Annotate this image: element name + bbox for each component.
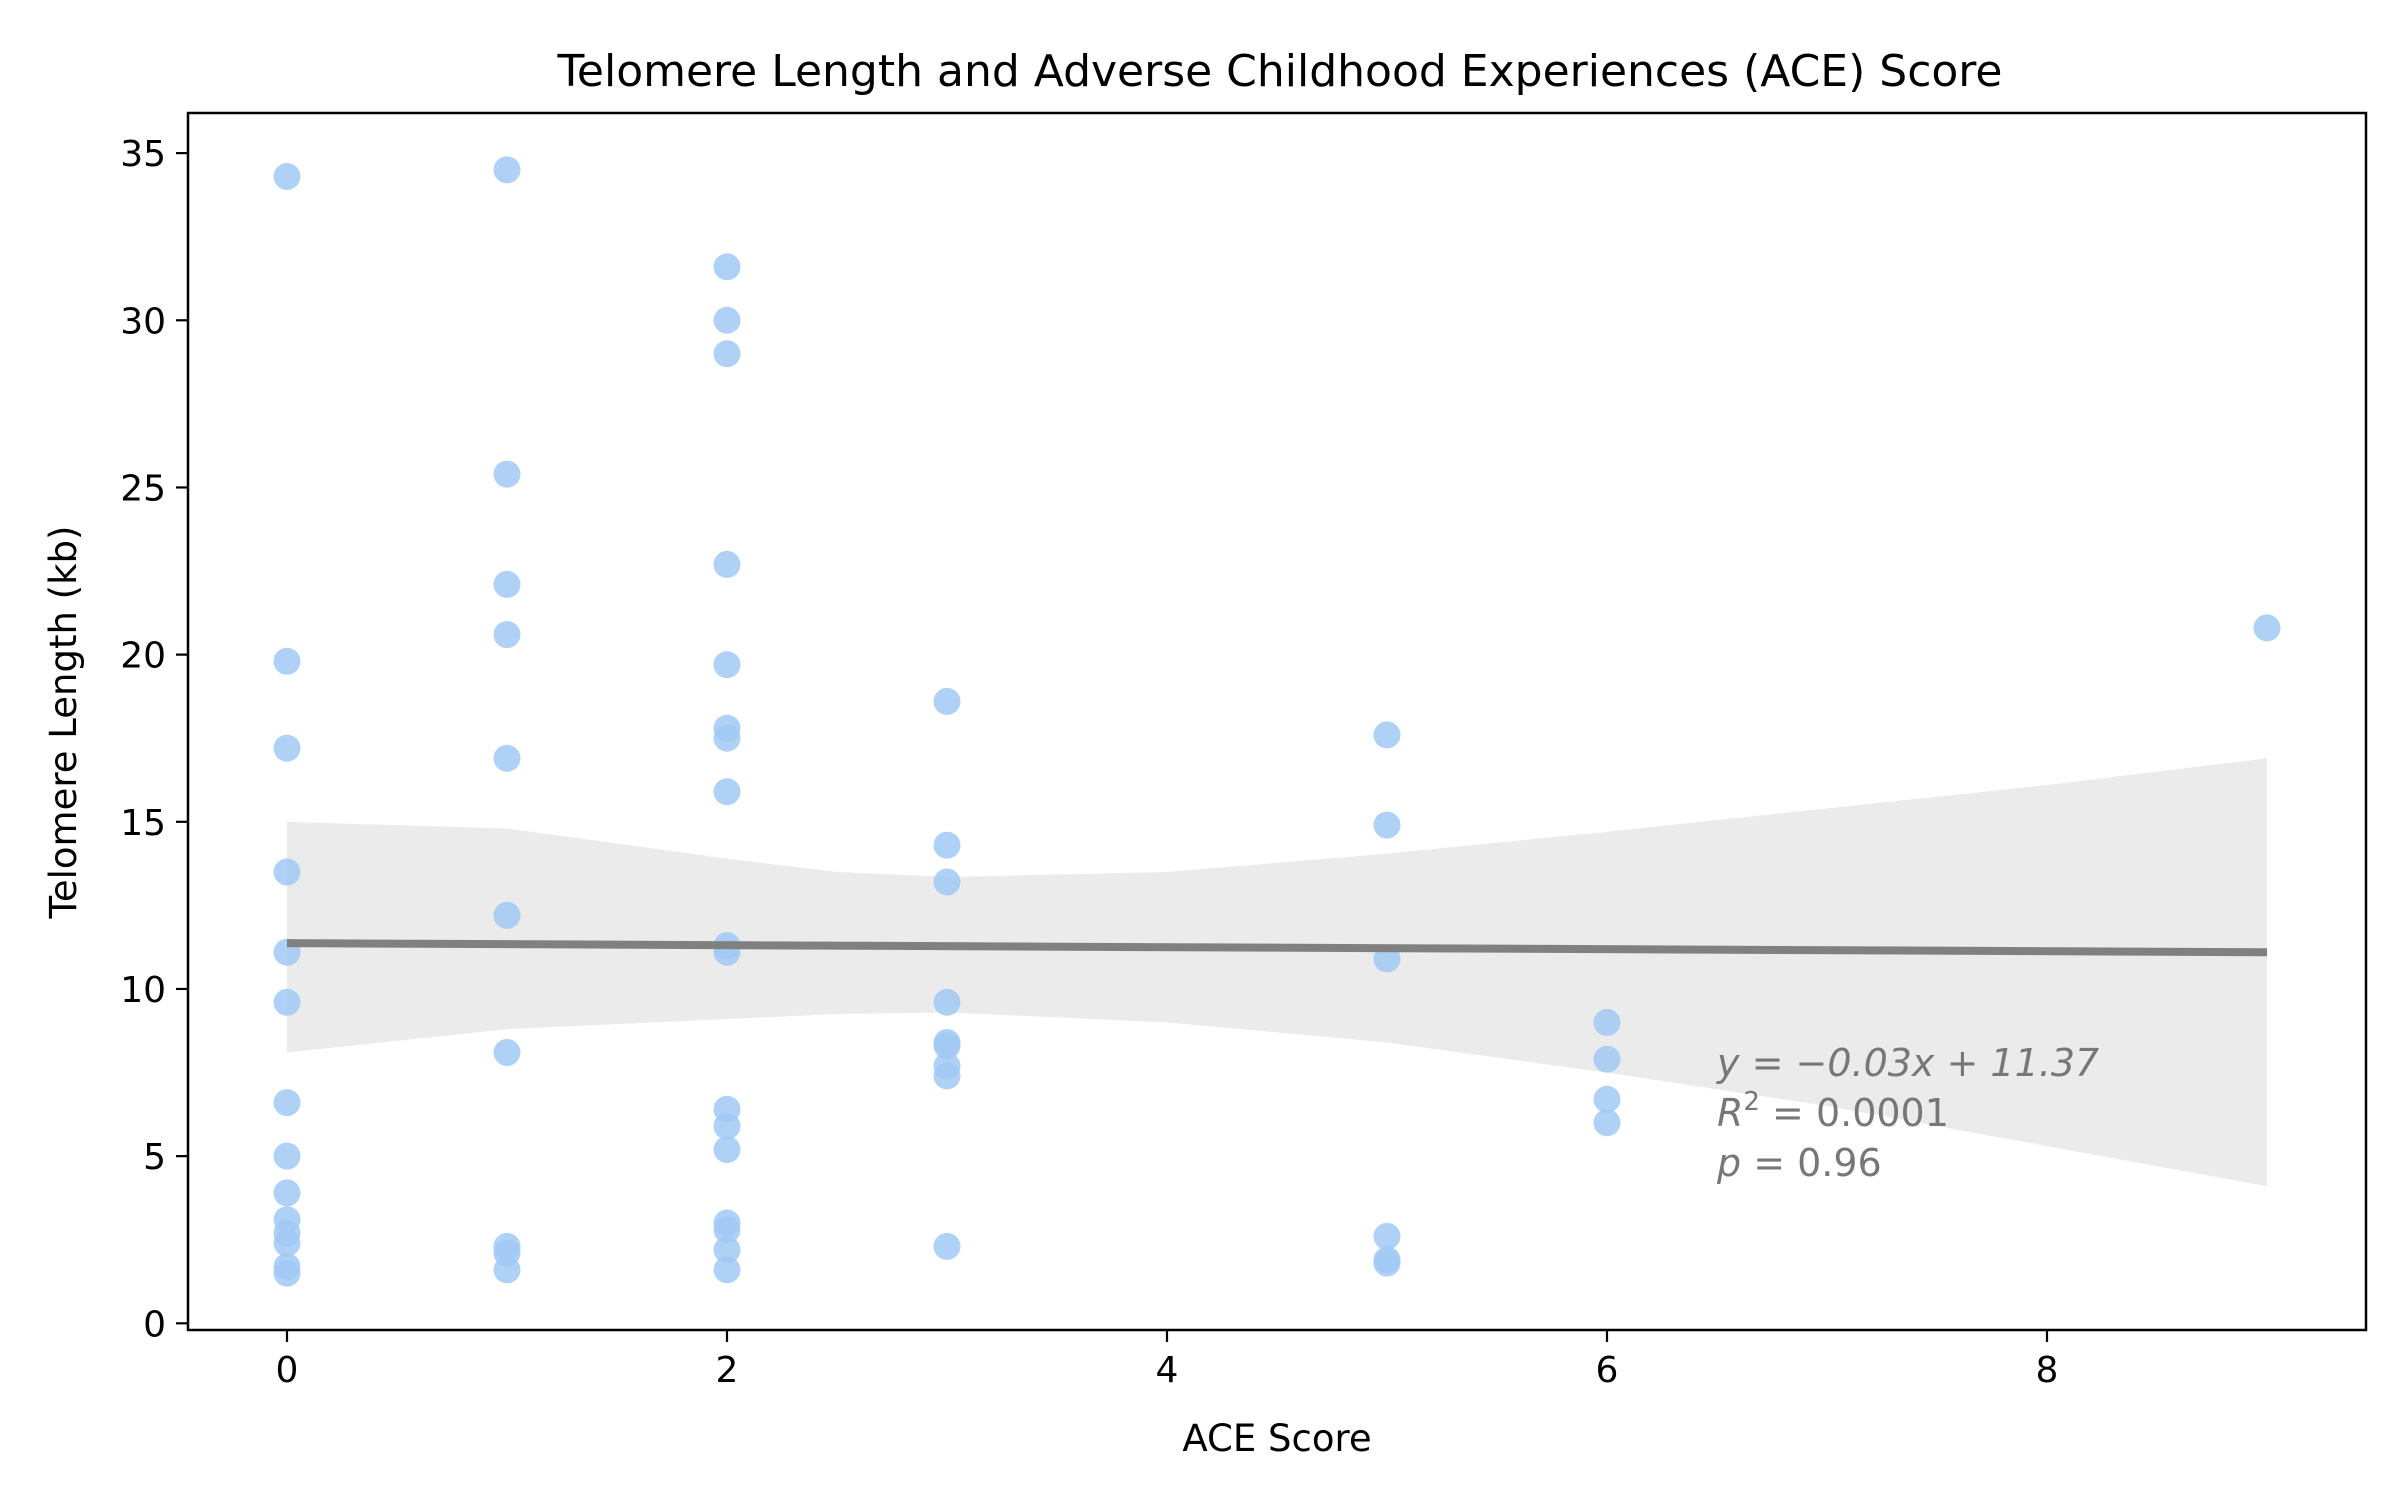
data-point <box>713 1236 741 1264</box>
data-point <box>933 988 961 1016</box>
x-tick-label: 6 <box>1596 1350 1619 1391</box>
data-point <box>273 1089 301 1117</box>
data-point <box>933 687 961 715</box>
data-point <box>493 570 521 598</box>
data-point <box>713 778 741 806</box>
data-point <box>713 253 741 281</box>
chart-title: Telomere Length and Adverse Childhood Ex… <box>557 46 2003 97</box>
r-squared-value: = 0.0001 <box>1760 1091 1949 1135</box>
data-point <box>493 1256 521 1284</box>
regression-equation: y = −0.03x + 11.37 <box>1716 1041 2099 1085</box>
data-point <box>713 550 741 578</box>
data-point <box>1373 811 1401 839</box>
y-tick-label: 25 <box>120 468 166 509</box>
x-axis-label: ACE Score <box>1182 1417 1371 1460</box>
data-point <box>493 460 521 488</box>
data-point <box>933 1032 961 1060</box>
x-tick-label: 2 <box>716 1350 739 1391</box>
regression-annotation: y = −0.03x + 11.37 R2 = 0.0001 p = 0.96 <box>1716 1041 2099 1185</box>
x-tick-label: 4 <box>1156 1350 1179 1391</box>
x-tick-label: 8 <box>2036 1350 2059 1391</box>
y-tick-label: 10 <box>120 970 166 1011</box>
data-point <box>273 1229 301 1257</box>
y-axis-label: Telomere Length (kb) <box>42 526 85 920</box>
data-point <box>273 858 301 886</box>
data-point <box>713 1216 741 1244</box>
data-point <box>713 1256 741 1284</box>
p-value: = 0.96 <box>1741 1141 1882 1185</box>
r-squared-symbol: R <box>1717 1091 1743 1135</box>
p-value-label: p = 0.96 <box>1716 1141 1882 1185</box>
data-point <box>1593 1045 1621 1073</box>
data-point <box>1373 721 1401 749</box>
y-tick-label: 30 <box>120 301 166 342</box>
r-squared-superscript: 2 <box>1743 1087 1760 1117</box>
r-squared-label: R2 = 0.0001 <box>1717 1087 1949 1135</box>
y-tick-label: 20 <box>120 636 166 677</box>
data-point <box>273 163 301 190</box>
points-layer <box>273 156 2281 1287</box>
data-point <box>933 1062 961 1090</box>
data-point <box>493 621 521 649</box>
y-tick-label: 0 <box>143 1304 166 1345</box>
data-point <box>493 156 521 184</box>
data-point <box>713 724 741 752</box>
data-point <box>713 306 741 334</box>
data-point <box>933 831 961 859</box>
data-point <box>273 988 301 1016</box>
data-point <box>713 340 741 368</box>
x-tick-label: 0 <box>276 1350 299 1391</box>
data-point <box>1593 1109 1621 1137</box>
regression-line <box>286 939 2268 957</box>
data-point <box>273 1179 301 1207</box>
data-point <box>493 1039 521 1066</box>
data-point <box>713 1136 741 1163</box>
confidence-band <box>287 758 2267 1187</box>
data-point <box>1593 1008 1621 1036</box>
data-point <box>2253 614 2281 642</box>
data-point <box>273 734 301 762</box>
data-point <box>933 868 961 896</box>
plot-frame <box>186 111 2368 1332</box>
data-point <box>1373 1222 1401 1250</box>
p-symbol: p <box>1716 1141 1741 1185</box>
regression-line-layer <box>286 939 2268 957</box>
data-point <box>493 901 521 929</box>
y-tick-label: 5 <box>143 1137 166 1178</box>
data-point <box>273 1142 301 1170</box>
data-point <box>1593 1085 1621 1113</box>
data-point <box>273 647 301 675</box>
y-ticks: 0 5 10 15 20 25 30 35 <box>120 134 188 1345</box>
data-point <box>493 744 521 772</box>
data-point <box>273 1259 301 1287</box>
data-point <box>713 651 741 679</box>
y-tick-label: 15 <box>120 803 166 844</box>
data-point <box>713 1112 741 1140</box>
confidence-band-layer <box>287 758 2267 1187</box>
y-tick-label: 35 <box>120 134 166 175</box>
data-point <box>1373 1249 1401 1277</box>
x-ticks: 0 2 4 6 8 <box>276 1330 2059 1391</box>
data-point <box>933 1232 961 1260</box>
